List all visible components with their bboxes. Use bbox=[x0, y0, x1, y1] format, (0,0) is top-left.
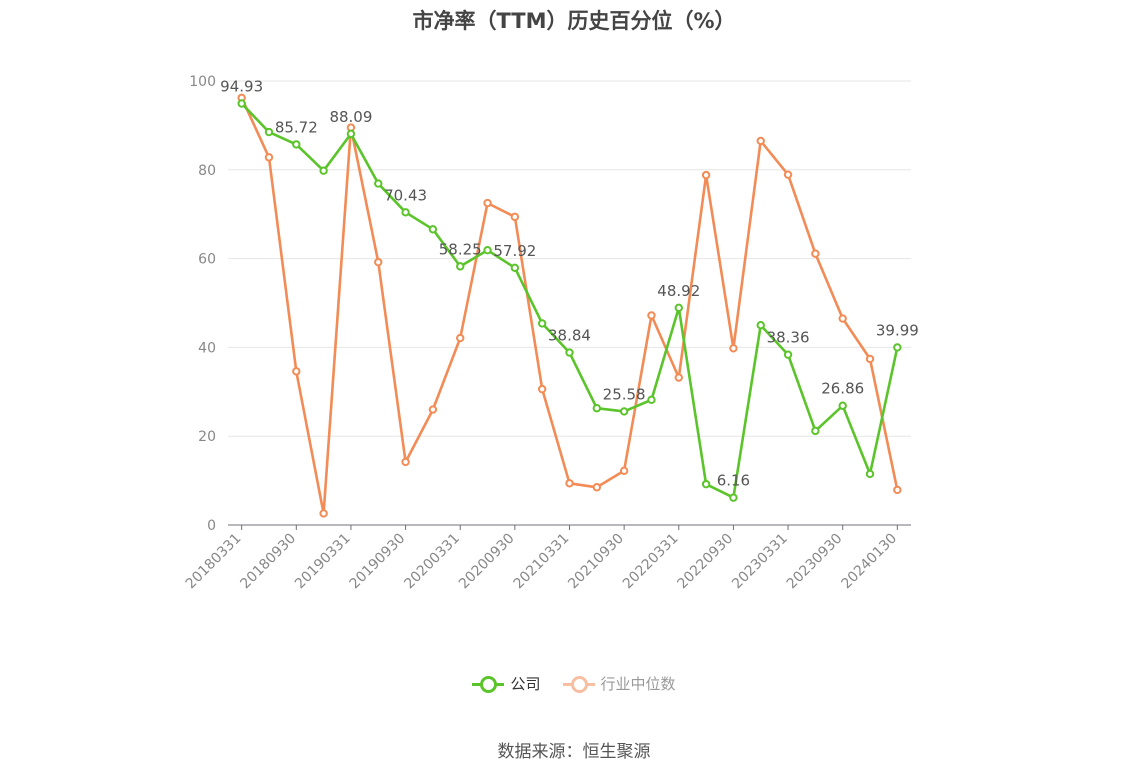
data-point bbox=[647, 311, 656, 320]
data-point bbox=[619, 466, 629, 476]
legend-item-industry-median[interactable]: 行业中位数 bbox=[562, 673, 676, 694]
data-label: 38.84 bbox=[548, 327, 591, 345]
data-point bbox=[674, 373, 683, 382]
series-line-industry-median bbox=[240, 97, 899, 515]
data-point bbox=[893, 485, 902, 495]
data-point bbox=[483, 198, 492, 208]
data-point bbox=[756, 136, 765, 146]
legend: 公司 行业中位数 bbox=[0, 673, 1148, 694]
series-line-company bbox=[240, 102, 899, 499]
data-point bbox=[838, 401, 847, 410]
data-point bbox=[510, 212, 520, 222]
legend-circle-line-icon bbox=[472, 675, 505, 693]
x-tick-label: 20230331 bbox=[729, 531, 791, 593]
data-label: 48.92 bbox=[657, 282, 700, 300]
x-tick-label: 20190331 bbox=[292, 531, 354, 593]
data-point bbox=[537, 319, 547, 328]
x-tick-label: 20210930 bbox=[565, 531, 627, 593]
data-point bbox=[537, 384, 547, 394]
legend-label-company: 公司 bbox=[510, 675, 541, 693]
data-point bbox=[865, 354, 875, 364]
data-point bbox=[483, 245, 492, 255]
x-tick-label: 20190930 bbox=[347, 531, 409, 593]
x-tick-label: 20240130 bbox=[838, 531, 900, 593]
data-point bbox=[674, 303, 683, 312]
data-labels: 94.93 85.72 88.09 70.43 58.25 57.92 38.84 25.58… bbox=[220, 78, 919, 490]
data-point bbox=[701, 170, 711, 180]
data-point bbox=[374, 179, 383, 188]
x-tick-label: 20220331 bbox=[620, 531, 682, 593]
data-point bbox=[264, 127, 274, 137]
data-point bbox=[374, 257, 383, 267]
series-lines bbox=[237, 93, 902, 518]
y-tick-label: 0 bbox=[207, 518, 216, 534]
data-label: 39.99 bbox=[876, 321, 919, 339]
data-point bbox=[729, 493, 738, 502]
data-label: 70.43 bbox=[384, 186, 427, 204]
chart-title: 市净率（TTM）历史百分位（%） bbox=[412, 9, 736, 33]
y-tick-label: 40 bbox=[198, 340, 216, 356]
data-point bbox=[729, 344, 738, 353]
data-point bbox=[401, 457, 410, 467]
data-point bbox=[401, 208, 410, 217]
data-point bbox=[319, 166, 328, 175]
x-tick-label: 20180331 bbox=[183, 531, 245, 593]
x-tick-label: 20200331 bbox=[401, 531, 463, 593]
data-label: 25.58 bbox=[603, 385, 646, 403]
data-point bbox=[292, 140, 301, 149]
x-tick-label: 20230930 bbox=[784, 531, 846, 593]
x-tick-label: 20210331 bbox=[511, 531, 573, 593]
x-tick-label: 20180930 bbox=[237, 531, 299, 593]
data-point bbox=[811, 249, 820, 258]
y-tick-label: 20 bbox=[198, 429, 216, 445]
data-label: 88.09 bbox=[329, 108, 372, 126]
data-point bbox=[811, 426, 820, 436]
legend-circle-line-icon bbox=[562, 675, 595, 693]
data-label: 58.25 bbox=[439, 240, 482, 258]
data-point bbox=[756, 321, 765, 330]
gridlines bbox=[228, 80, 911, 437]
y-tick-label: 80 bbox=[198, 163, 216, 179]
data-point bbox=[619, 407, 629, 416]
data-label: 6.16 bbox=[717, 472, 750, 490]
data-point bbox=[510, 263, 520, 273]
data-point bbox=[865, 469, 875, 479]
data-point bbox=[647, 395, 656, 404]
data-point bbox=[783, 170, 793, 179]
data-point bbox=[838, 314, 847, 323]
data-label: 26.86 bbox=[821, 380, 864, 398]
data-point bbox=[456, 262, 465, 271]
data-label: 85.72 bbox=[275, 118, 318, 136]
data-point bbox=[456, 333, 465, 343]
y-tick-label: 100 bbox=[189, 74, 216, 90]
data-point bbox=[237, 99, 246, 108]
data-point bbox=[592, 404, 602, 413]
data-point bbox=[893, 343, 902, 352]
data-point bbox=[565, 479, 574, 488]
data-point bbox=[292, 367, 301, 376]
x-tick-label: 20200930 bbox=[456, 531, 518, 593]
data-point bbox=[319, 509, 328, 518]
data-point bbox=[783, 350, 793, 359]
data-label: 57.92 bbox=[493, 242, 536, 260]
data-point bbox=[428, 225, 438, 234]
data-point bbox=[701, 479, 711, 489]
data-point bbox=[565, 348, 574, 357]
x-tick-label: 20220930 bbox=[675, 531, 737, 593]
data-point bbox=[264, 153, 274, 162]
data-point bbox=[592, 483, 602, 492]
data-point bbox=[346, 129, 356, 139]
legend-label-industry-median: 行业中位数 bbox=[600, 675, 676, 693]
legend-item-company[interactable]: 公司 bbox=[472, 673, 541, 694]
data-label: 38.36 bbox=[767, 329, 810, 347]
data-point bbox=[428, 405, 438, 414]
y-tick-label: 60 bbox=[198, 252, 216, 268]
data-source: 数据来源：恒生聚源 bbox=[497, 742, 651, 762]
data-label: 94.93 bbox=[220, 78, 263, 96]
